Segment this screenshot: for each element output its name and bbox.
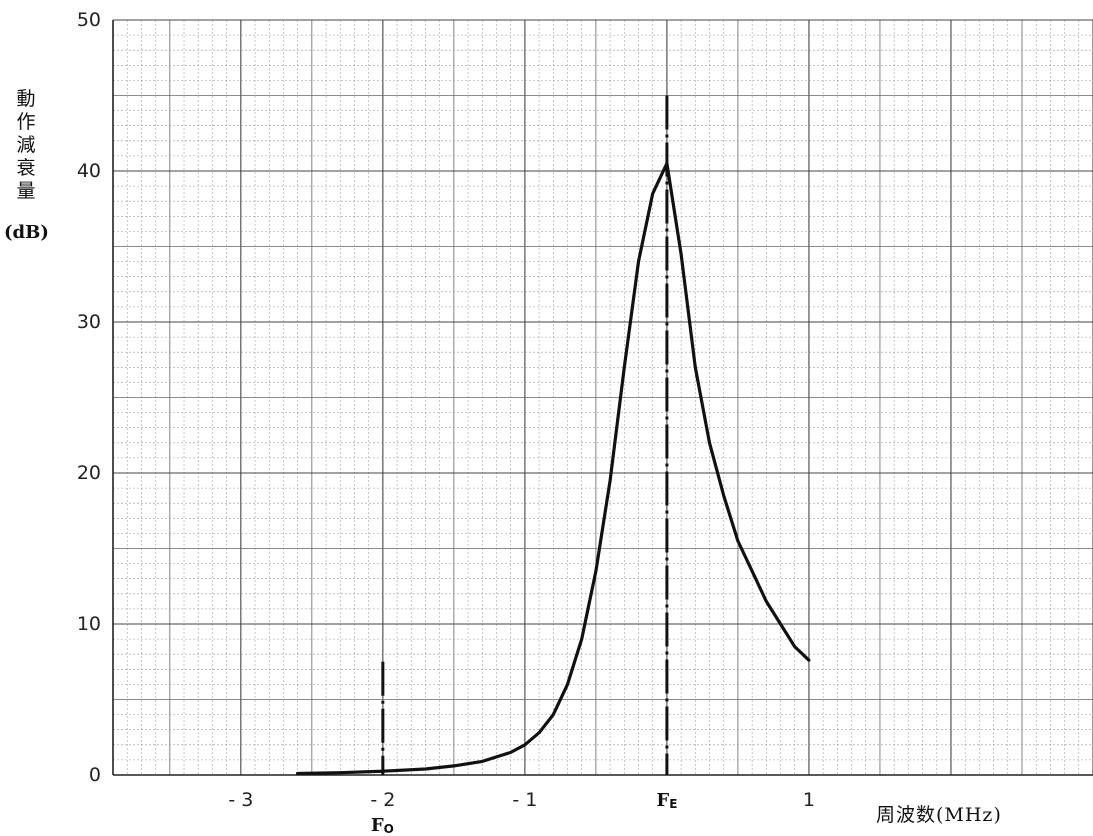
x-tick-label: - 1 — [512, 789, 537, 811]
y-axis-label-char: 作 — [16, 111, 36, 133]
y-axis-label-char: 衰 — [16, 157, 36, 179]
frequency-markers: FO — [371, 95, 669, 836]
x-tick-label: - 2 — [370, 789, 395, 811]
y-tick-label: 30 — [77, 311, 101, 333]
y-tick-label: 50 — [77, 9, 101, 31]
y-tick-label: 40 — [77, 160, 101, 182]
y-tick-label: 10 — [77, 613, 101, 635]
series-line-0 — [296, 161, 811, 776]
x-tick-labels: - 3 - 2 - 1 FE 1 — [228, 789, 815, 811]
x-tick-label: - 3 — [228, 789, 253, 811]
y-axis-label-char: 動 — [16, 88, 36, 110]
y-axis-label-char: 減 — [16, 134, 36, 156]
axes — [112, 19, 1093, 776]
y-axis-label-char: 量 — [16, 180, 36, 202]
x-tick-label: FE — [656, 790, 677, 811]
series — [296, 161, 811, 776]
marker-label-fo: FO — [371, 815, 394, 836]
y-tick-labels: 0 10 20 30 40 50 — [77, 9, 101, 786]
y-tick-label: 0 — [89, 764, 101, 786]
grid — [112, 19, 1093, 776]
y-axis-label: 動作減衰量 — [8, 88, 44, 203]
x-axis-label: 周波数(MHz) — [876, 804, 1002, 826]
x-tick-label: 1 — [803, 789, 815, 811]
y-tick-label: 20 — [77, 462, 101, 484]
y-axis-unit: (dB) — [4, 222, 49, 243]
